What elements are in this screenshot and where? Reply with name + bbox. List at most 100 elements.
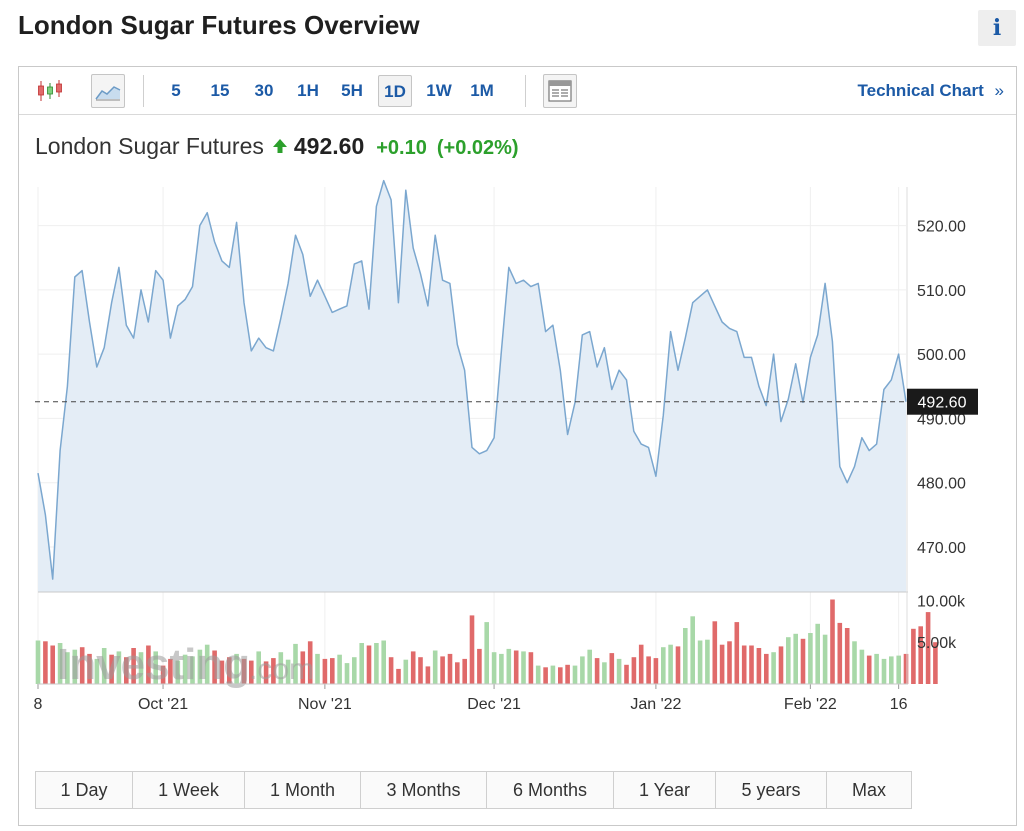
volume-bar: [204, 644, 210, 684]
volume-bar: [837, 622, 843, 684]
x-tick-label: 16: [890, 696, 908, 713]
y-tick-label: 480.00: [917, 476, 966, 493]
instrument-header: London Sugar Futures 492.60 +0.10 (+0.02…: [35, 133, 519, 160]
last-price-badge: [907, 388, 978, 415]
volume-bar: [808, 633, 813, 684]
interval-1m[interactable]: 1M: [470, 81, 494, 100]
volume-bar: [565, 664, 570, 684]
volume-bar: [293, 643, 298, 684]
interval-1h[interactable]: 1H: [297, 81, 319, 100]
volume-bar: [337, 654, 342, 684]
range-1-day[interactable]: 1 Day: [36, 772, 133, 808]
x-tick-label: Jan '22: [630, 696, 681, 713]
price-area: [38, 180, 906, 592]
range-3-months[interactable]: 3 Months: [361, 772, 487, 808]
technical-chart-link[interactable]: Technical Chart »: [858, 75, 1004, 107]
volume-bar: [484, 622, 489, 684]
volume-bar: [521, 651, 526, 684]
x-tick-label: Oct '21: [138, 696, 188, 713]
volume-bar: [366, 645, 372, 684]
volume-bar: [352, 657, 357, 684]
volume-bar: [344, 663, 350, 684]
y-tick-label: 470.00: [917, 540, 966, 557]
interval-5h[interactable]: 5H: [341, 81, 363, 100]
interval-1d[interactable]: 1D: [378, 75, 412, 107]
range-6-months[interactable]: 6 Months: [487, 772, 614, 808]
volume-bar: [278, 652, 284, 684]
volume-bar: [241, 658, 247, 684]
volume-bar: [506, 648, 512, 684]
range-max[interactable]: Max: [827, 772, 911, 808]
range-5-years[interactable]: 5 years: [716, 772, 827, 808]
volume-bar: [550, 665, 556, 684]
volume-bar: [727, 641, 732, 684]
last-price: 492.60: [293, 133, 365, 159]
price-chart[interactable]: Investing.com470.00480.00490.00500.00510…: [19, 67, 1016, 767]
chart-widget: 5 15 30 1H 5H 1D 1W 1M Technical Chart »: [18, 66, 1017, 826]
volume-bar: [447, 653, 453, 684]
volume-bar: [535, 665, 541, 684]
volume-bar: [477, 648, 482, 684]
volume-bar: [889, 656, 894, 684]
volume-bar: [852, 641, 857, 684]
volume-bar: [322, 658, 328, 684]
area-chart-icon[interactable]: [91, 74, 125, 108]
volume-bar: [602, 662, 607, 684]
volume-bar: [719, 644, 725, 684]
y-tick-label: 490.00: [917, 411, 966, 428]
volume-bar: [594, 658, 600, 684]
volume-bar: [616, 658, 622, 684]
volume-bar: [771, 652, 776, 684]
volume-bar: [499, 653, 504, 684]
volume-bar: [87, 653, 92, 684]
interval-1w[interactable]: 1W: [426, 81, 452, 100]
volume-bar: [925, 612, 931, 684]
volume-bar: [572, 665, 578, 684]
range-1-year[interactable]: 1 Year: [614, 772, 716, 808]
volume-bar: [653, 658, 659, 684]
volume-bar: [558, 667, 563, 684]
y-tick-label: 510.00: [917, 283, 966, 300]
volume-bar: [43, 641, 48, 684]
interval-5[interactable]: 5: [171, 81, 181, 100]
instrument-name: London Sugar Futures: [35, 133, 264, 159]
volume-bar: [131, 648, 136, 684]
interval-30[interactable]: 30: [254, 81, 274, 100]
volume-bar: [513, 650, 519, 684]
volume-bar: [903, 653, 909, 684]
volume-bar: [734, 622, 740, 684]
volume-bar: [138, 652, 144, 684]
range-1-week[interactable]: 1 Week: [133, 772, 245, 808]
volume-bar: [403, 659, 409, 684]
news-panel-icon[interactable]: [543, 74, 577, 108]
volume-bar: [212, 650, 217, 684]
y-tick-label: 500.00: [917, 347, 966, 364]
volume-bar: [249, 660, 254, 684]
volume-bar: [374, 643, 379, 684]
volume-bar: [285, 659, 291, 684]
price-change: +0.10: [376, 137, 427, 159]
volume-bar: [388, 657, 394, 684]
volume-bar: [79, 647, 85, 684]
volume-bar: [330, 658, 335, 684]
info-button[interactable]: i: [978, 10, 1016, 46]
volume-bar: [101, 648, 107, 684]
volume-bar: [874, 653, 879, 684]
volume-bar: [866, 655, 872, 684]
volume-bar: [168, 658, 173, 684]
volume-bar: [57, 643, 63, 684]
volume-bar: [440, 656, 445, 684]
volume-tick-label: 10.00k: [917, 593, 966, 610]
interval-15[interactable]: 15: [210, 81, 230, 100]
volume-bar: [234, 653, 239, 684]
volume-bar: [263, 661, 269, 684]
volume-bar: [683, 628, 688, 684]
volume-bar: [705, 639, 710, 684]
volume-bar: [778, 646, 784, 684]
candlestick-icon[interactable]: [33, 74, 67, 108]
volume-bar: [697, 640, 703, 684]
volume-bar: [587, 649, 592, 684]
range-1-month[interactable]: 1 Month: [245, 772, 361, 808]
volume-bar: [896, 655, 901, 684]
volume-bar: [315, 653, 320, 684]
